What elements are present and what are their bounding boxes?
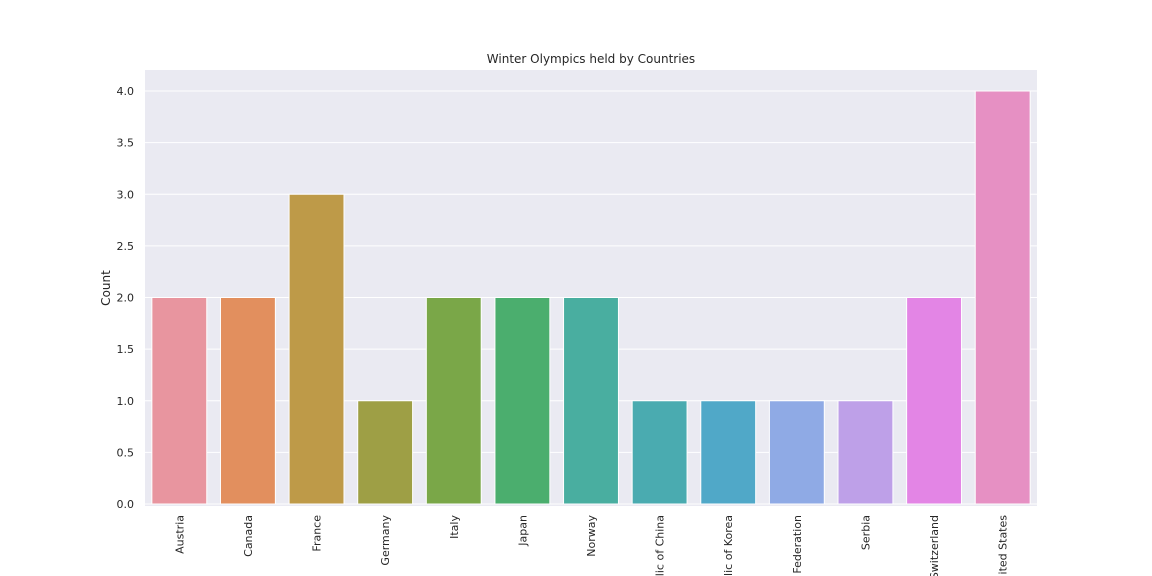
bar-france xyxy=(288,193,345,505)
y-tick-label: 2.0 xyxy=(117,292,135,305)
x-tick-label: Canada xyxy=(242,515,255,557)
bar-united-states xyxy=(974,90,1031,505)
y-tick-label: 3.5 xyxy=(117,137,135,150)
x-tick-label: France xyxy=(311,515,324,552)
y-tick-label: 4.0 xyxy=(117,85,135,98)
x-tick-label: Germany xyxy=(379,515,392,566)
bar-austria xyxy=(151,297,208,505)
x-tick-label: Norway xyxy=(585,515,598,557)
bar-norway xyxy=(563,297,619,505)
bar-germany xyxy=(357,400,414,505)
bar-italy xyxy=(425,297,482,505)
bar-russian-federation xyxy=(768,400,825,505)
chart-title: Winter Olympics held by Countries xyxy=(487,52,695,66)
y-axis-label: Count xyxy=(99,270,113,306)
y-tick-label: 3.0 xyxy=(117,188,135,201)
x-tick-label: Italy xyxy=(448,515,461,539)
bar-people-s-republic-of-china xyxy=(631,400,688,505)
y-tick-labels: 0.0 0.5 1.0 1.5 2.0 2.5 3.0 3.5 4.0 xyxy=(117,85,135,511)
bar-serbia xyxy=(837,400,894,505)
x-tick-label: Japan xyxy=(516,515,529,547)
y-tick-label: 0.5 xyxy=(117,446,135,459)
y-tick-label: 1.5 xyxy=(117,343,135,356)
bar-republic-of-korea xyxy=(700,400,757,505)
x-tick-label: lic of Korea xyxy=(722,515,735,576)
x-tick-label: Austria xyxy=(173,515,186,554)
bar-canada xyxy=(219,297,276,505)
x-tick-label: ited States xyxy=(997,515,1010,575)
x-tick-label: lic of China xyxy=(654,515,667,576)
y-tick-label: 0.0 xyxy=(117,498,135,511)
x-tick-label: Federation xyxy=(791,515,804,574)
x-tick-labels: Austria Canada France Germany Italy Japan Norw… xyxy=(173,515,1009,576)
y-tick-label: 2.5 xyxy=(117,240,135,253)
bars xyxy=(151,90,1031,505)
bar-japan xyxy=(494,297,551,505)
x-tick-label: Serbia xyxy=(859,515,872,550)
x-tick-label: Switzerland xyxy=(928,515,941,576)
bar-switzerland xyxy=(906,297,963,505)
y-tick-label: 1.0 xyxy=(117,395,135,408)
